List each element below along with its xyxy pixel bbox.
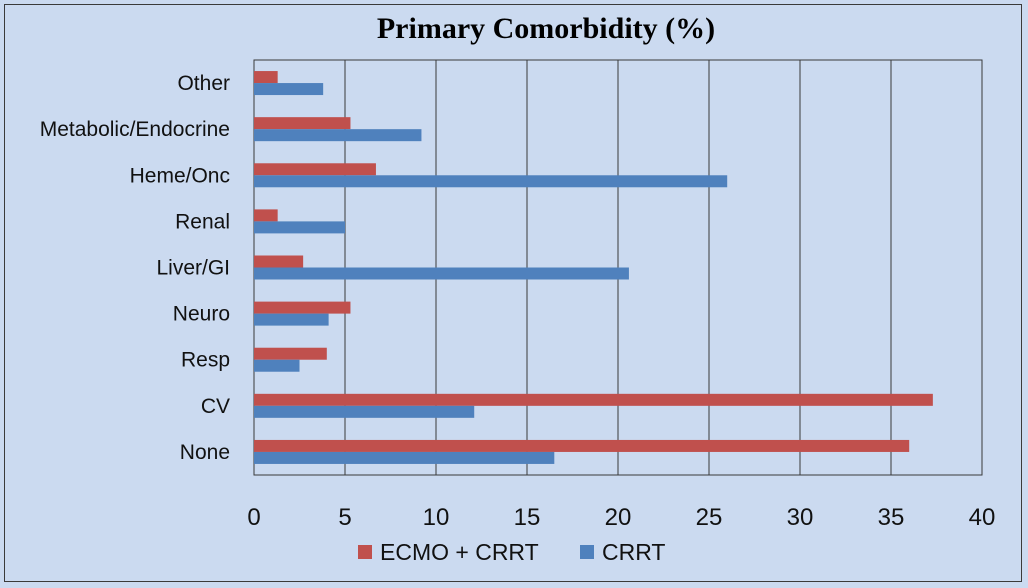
chart-frame: [4, 4, 1022, 582]
legend-swatch: [580, 545, 594, 559]
bar-ecmo-crrt: [254, 209, 278, 222]
bar-ecmo-crrt: [254, 163, 376, 176]
x-tick-label: 10: [423, 504, 450, 531]
bar-ecmo-crrt: [254, 301, 351, 314]
x-tick-label: 15: [514, 504, 541, 531]
bar-crrt: [254, 175, 728, 188]
category-labels: None CV Resp Neuro Liver/GI Renal Heme/Onc Meta…: [40, 72, 230, 464]
x-tick-label: 0: [247, 504, 260, 531]
bar-crrt: [254, 83, 324, 96]
category-label: Other: [177, 72, 230, 95]
category-label: Neuro: [173, 303, 230, 326]
category-label: CV: [201, 395, 230, 418]
category-label: Renal: [175, 210, 230, 233]
bar-ecmo-crrt: [254, 71, 278, 84]
bar-ecmo-crrt: [254, 393, 933, 406]
bars: [254, 71, 933, 464]
chart-title: Primary Comorbidity (%): [377, 12, 715, 45]
legend: ECMO + CRRT CRRT: [358, 539, 665, 565]
category-label: Liver/GI: [156, 257, 230, 280]
x-tick-label: 20: [605, 504, 632, 531]
bar-crrt: [254, 221, 345, 234]
x-tick-label: 35: [878, 504, 905, 531]
bar-crrt: [254, 267, 629, 280]
bar-ecmo-crrt: [254, 117, 351, 130]
x-tick-label: 5: [338, 504, 351, 531]
category-label: None: [180, 441, 230, 464]
x-tick-label: 25: [696, 504, 723, 531]
bar-ecmo-crrt: [254, 347, 327, 360]
category-label: Metabolic/Endocrine: [40, 118, 230, 141]
bar-crrt: [254, 405, 475, 418]
x-tick-labels: 0 5 10 15 20 25 30 35 40: [247, 504, 995, 531]
bar-crrt: [254, 313, 329, 326]
category-label: Resp: [181, 349, 230, 372]
bar-crrt: [254, 129, 422, 142]
x-tick-label: 30: [787, 504, 814, 531]
legend-swatch: [358, 545, 372, 559]
bar-ecmo-crrt: [254, 439, 910, 452]
x-tick-label: 40: [969, 504, 996, 531]
legend-label: ECMO + CRRT: [380, 539, 539, 565]
bar-crrt: [254, 359, 300, 372]
category-label: Heme/Onc: [130, 164, 230, 187]
bar-ecmo-crrt: [254, 255, 304, 268]
legend-label: CRRT: [602, 539, 665, 565]
bar-crrt: [254, 451, 555, 464]
